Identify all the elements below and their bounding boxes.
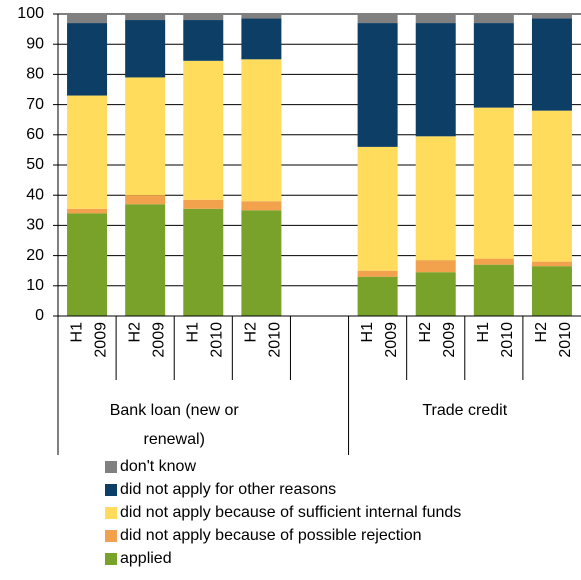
bar-segment (183, 208, 224, 316)
x-tick-label: 2009 (150, 322, 167, 358)
y-tick-label: 10 (26, 277, 44, 294)
bar-segment (183, 60, 224, 200)
legend-swatch (105, 461, 117, 473)
bar-segment (67, 95, 108, 209)
bar-segment (357, 14, 398, 24)
legend-swatch (105, 553, 117, 565)
x-tick-label: 2010 (557, 322, 574, 358)
x-tick-label: H1 (184, 322, 201, 343)
bar-segment (183, 20, 224, 61)
bar-segment (415, 23, 456, 137)
bar-segment (531, 18, 572, 111)
x-tick-label: 2009 (92, 322, 109, 358)
group-label: Trade credit (422, 402, 508, 419)
legend-swatch (105, 530, 117, 542)
legend-swatch (105, 507, 117, 519)
bar-segment (415, 260, 456, 273)
y-tick-label: 0 (35, 307, 44, 324)
bar-segment (125, 195, 166, 205)
y-tick-label: 90 (26, 35, 44, 52)
bar-segment (67, 23, 108, 96)
bar-segment (183, 199, 224, 209)
bar-segment (67, 208, 108, 214)
x-tick-label: 2010 (267, 322, 284, 358)
group-label: Bank loan (new or renewal) (109, 402, 239, 448)
legend-swatch (105, 484, 117, 496)
y-tick-label: 100 (17, 5, 44, 22)
bar-segment (125, 204, 166, 316)
bar-segment (67, 213, 108, 316)
bar-segment (357, 276, 398, 316)
bar-segment (531, 261, 572, 267)
x-tick-label: H2 (243, 322, 260, 343)
bar-segment (241, 14, 282, 19)
bar-segment (125, 20, 166, 78)
bar-segment (473, 107, 514, 259)
legend-label: did not apply because of possible reject… (120, 527, 422, 544)
bar-segment (415, 272, 456, 316)
x-tick-label: H1 (475, 322, 492, 343)
x-tick-label: H1 (359, 322, 376, 343)
legend-label: did not apply for other reasons (120, 481, 336, 498)
bar-segment (357, 146, 398, 271)
bar-segment (531, 14, 572, 19)
bar-segment (473, 14, 514, 24)
bar-segment (125, 77, 166, 196)
x-tick-label: 2009 (383, 322, 400, 358)
bar-segment (415, 14, 456, 24)
x-tick-label: H2 (417, 322, 434, 343)
bar-segment (125, 14, 166, 21)
y-tick-label: 30 (26, 217, 44, 234)
x-tick-label: H2 (126, 322, 143, 343)
bar-segment (531, 110, 572, 262)
y-tick-label: 70 (26, 96, 44, 113)
y-tick-label: 60 (26, 126, 44, 143)
bar-segment (357, 270, 398, 277)
x-tick-label: H1 (68, 322, 85, 343)
legend-label: don't know (120, 458, 196, 475)
x-tick-label: H2 (533, 322, 550, 343)
legend-label: applied (120, 550, 172, 567)
x-tick-label: 2010 (208, 322, 225, 358)
y-tick-label: 20 (26, 247, 44, 264)
x-tick-label: 2010 (499, 322, 516, 358)
bar-segment (67, 14, 108, 24)
bar-segment (531, 266, 572, 316)
bar-segment (241, 210, 282, 316)
y-tick-label: 50 (26, 156, 44, 173)
bar-segment (473, 264, 514, 316)
bar-segment (241, 59, 282, 202)
bar-segment (183, 14, 224, 21)
bar-segment (473, 23, 514, 108)
legend-label: did not apply because of sufficient inte… (120, 504, 461, 521)
bar-segment (473, 258, 514, 265)
bar-segment (241, 201, 282, 211)
y-tick-label: 40 (26, 186, 44, 203)
y-tick-label: 80 (26, 66, 44, 83)
x-tick-label: 2009 (441, 322, 458, 358)
bar-segment (415, 136, 456, 261)
bar-segment (357, 23, 398, 147)
bar-segment (241, 18, 282, 60)
